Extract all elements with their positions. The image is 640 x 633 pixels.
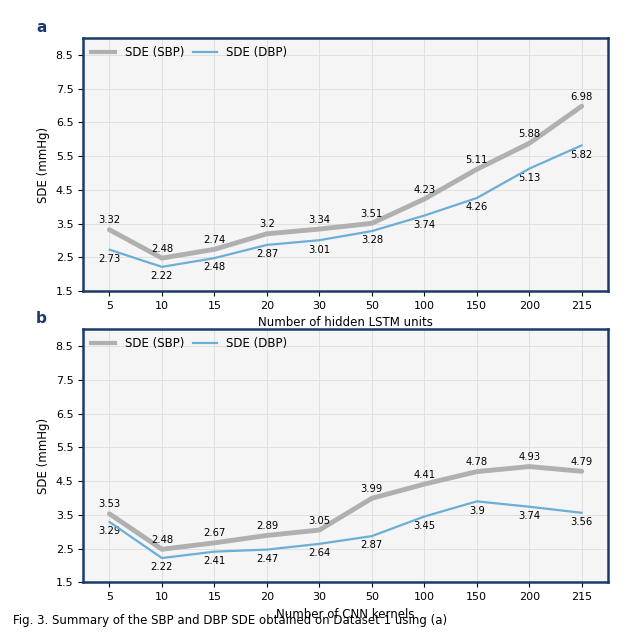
SDE (SBP): [158, 254, 166, 262]
Text: 2.73: 2.73: [99, 254, 120, 264]
Text: 2.48: 2.48: [151, 535, 173, 545]
Text: 3.51: 3.51: [361, 209, 383, 219]
Text: 2.41: 2.41: [204, 556, 225, 566]
Text: 3.2: 3.2: [259, 220, 275, 229]
Text: 3.53: 3.53: [99, 499, 120, 510]
Text: 4.23: 4.23: [413, 185, 435, 194]
SDE (SBP): [368, 220, 376, 227]
Text: 5.88: 5.88: [518, 129, 540, 139]
Text: 2.48: 2.48: [151, 244, 173, 254]
Y-axis label: SDE (mmHg): SDE (mmHg): [37, 418, 50, 494]
SDE (SBP): [316, 526, 323, 534]
Text: 5.11: 5.11: [466, 155, 488, 165]
Text: 3.28: 3.28: [361, 235, 383, 246]
Text: 3.34: 3.34: [308, 215, 330, 225]
SDE (DBP): [368, 532, 376, 540]
Text: 3.01: 3.01: [308, 244, 330, 254]
SDE (SBP): [263, 532, 271, 539]
Legend: SDE (SBP), SDE (DBP): SDE (SBP), SDE (DBP): [87, 42, 292, 64]
SDE (DBP): [420, 513, 428, 520]
SDE (SBP): [420, 195, 428, 203]
SDE (DBP): [263, 546, 271, 553]
Text: 3.9: 3.9: [469, 506, 484, 516]
Text: 2.64: 2.64: [308, 548, 330, 558]
X-axis label: Number of hidden LSTM units: Number of hidden LSTM units: [258, 316, 433, 329]
Text: 6.98: 6.98: [571, 92, 593, 102]
SDE (DBP): [211, 548, 218, 555]
SDE (DBP): [211, 254, 218, 262]
Text: 3.74: 3.74: [518, 511, 540, 521]
Text: 3.45: 3.45: [413, 521, 435, 531]
SDE (DBP): [578, 509, 586, 517]
SDE (SBP): [525, 139, 533, 147]
SDE (DBP): [263, 241, 271, 249]
SDE (SBP): [473, 468, 481, 475]
Text: 2.47: 2.47: [256, 554, 278, 564]
SDE (DBP): [578, 142, 586, 149]
SDE (DBP): [473, 498, 481, 505]
SDE (SBP): [211, 246, 218, 253]
Text: 4.78: 4.78: [466, 457, 488, 467]
Y-axis label: SDE (mmHg): SDE (mmHg): [37, 127, 50, 203]
Text: 4.41: 4.41: [413, 470, 435, 480]
SDE (SBP): [106, 510, 113, 518]
SDE (SBP): [578, 468, 586, 475]
Text: 2.22: 2.22: [151, 563, 173, 572]
Text: 2.87: 2.87: [256, 249, 278, 260]
Text: 3.74: 3.74: [413, 220, 435, 230]
Text: 2.89: 2.89: [256, 521, 278, 531]
Line: SDE (SBP): SDE (SBP): [109, 106, 582, 258]
SDE (DBP): [158, 263, 166, 271]
Text: 2.74: 2.74: [204, 235, 225, 245]
SDE (DBP): [106, 518, 113, 526]
Text: 3.56: 3.56: [571, 517, 593, 527]
SDE (DBP): [368, 227, 376, 235]
SDE (SBP): [525, 463, 533, 470]
Text: 5.13: 5.13: [518, 173, 540, 183]
Text: 3.32: 3.32: [99, 215, 120, 225]
SDE (SBP): [368, 494, 376, 502]
Text: 3.99: 3.99: [361, 484, 383, 494]
Line: SDE (DBP): SDE (DBP): [109, 501, 582, 558]
SDE (SBP): [263, 230, 271, 237]
SDE (SBP): [578, 103, 586, 110]
SDE (DBP): [525, 503, 533, 511]
SDE (DBP): [473, 194, 481, 202]
Text: 4.26: 4.26: [466, 203, 488, 213]
SDE (SBP): [106, 226, 113, 234]
Legend: SDE (SBP), SDE (DBP): SDE (SBP), SDE (DBP): [87, 333, 292, 355]
SDE (SBP): [211, 539, 218, 547]
SDE (DBP): [106, 246, 113, 253]
SDE (SBP): [316, 225, 323, 233]
SDE (DBP): [525, 165, 533, 172]
SDE (DBP): [316, 540, 323, 548]
Text: 5.82: 5.82: [571, 150, 593, 160]
X-axis label: Number of CNN kernels: Number of CNN kernels: [276, 608, 415, 620]
Text: 3.29: 3.29: [99, 526, 120, 536]
Text: 2.48: 2.48: [204, 263, 225, 272]
Text: 4.93: 4.93: [518, 452, 540, 462]
Line: SDE (SBP): SDE (SBP): [109, 467, 582, 549]
Text: Fig. 3. Summary of the SBP and DBP SDE obtained on Dataset 1 using (a): Fig. 3. Summary of the SBP and DBP SDE o…: [13, 613, 447, 627]
SDE (DBP): [158, 555, 166, 562]
Text: 2.67: 2.67: [204, 529, 225, 539]
SDE (SBP): [420, 480, 428, 488]
Text: 3.05: 3.05: [308, 516, 330, 525]
SDE (DBP): [420, 212, 428, 220]
Text: 4.79: 4.79: [571, 457, 593, 467]
Text: 2.87: 2.87: [361, 541, 383, 551]
SDE (DBP): [316, 236, 323, 244]
Text: 2.22: 2.22: [151, 272, 173, 281]
SDE (SBP): [473, 165, 481, 173]
Text: a: a: [36, 20, 47, 35]
Text: b: b: [36, 311, 47, 326]
Line: SDE (DBP): SDE (DBP): [109, 146, 582, 267]
SDE (SBP): [158, 546, 166, 553]
